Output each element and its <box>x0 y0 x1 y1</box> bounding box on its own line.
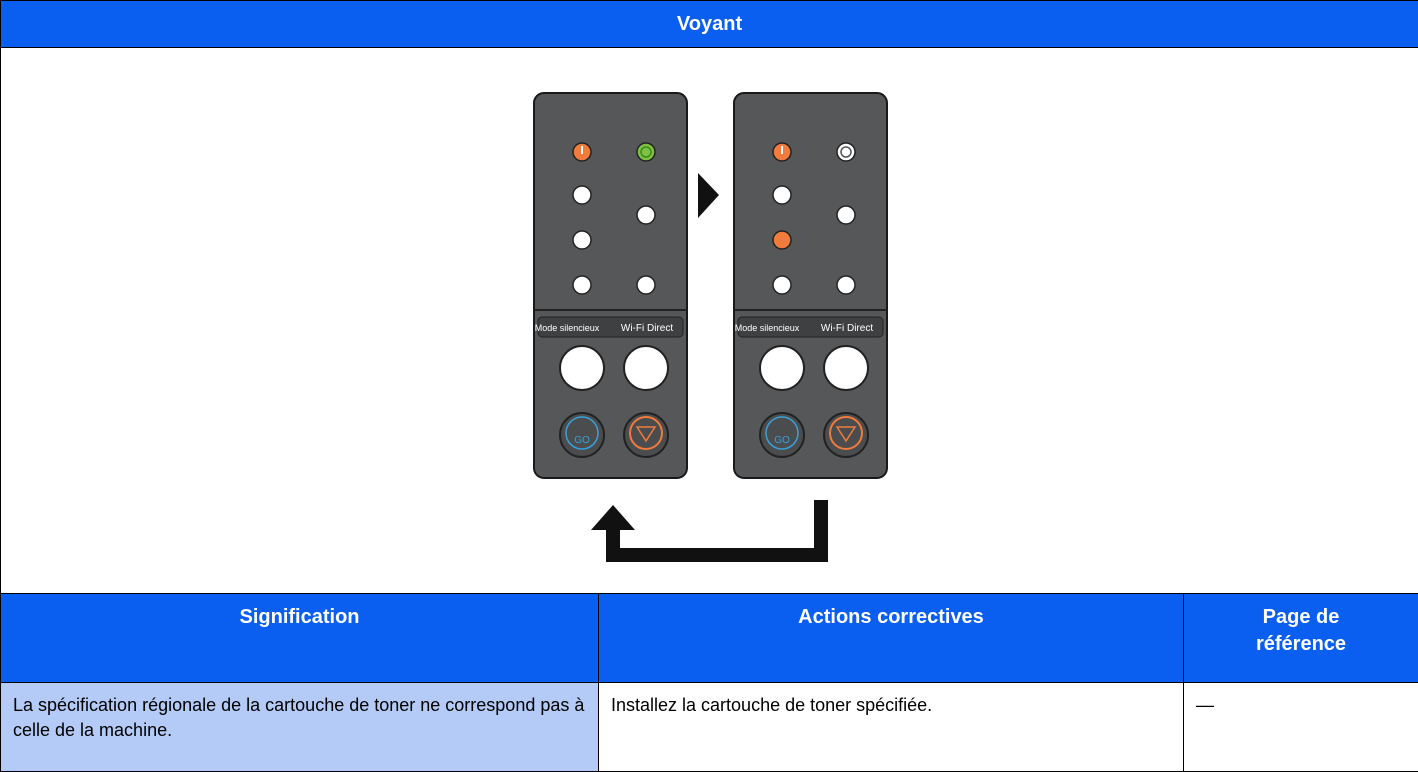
cell: La spécification régionale de la cartouc… <box>1 683 599 772</box>
column-header: Actions correctives <box>599 594 1184 683</box>
indicator-led <box>773 186 791 204</box>
panel-button <box>824 346 868 390</box>
button-label: Mode silencieux <box>535 323 600 333</box>
button-label: Wi-Fi Direct <box>621 323 673 334</box>
led-icon <box>781 146 783 154</box>
loop-arrow-head <box>591 505 635 530</box>
indicator-led <box>573 231 591 249</box>
button-label: Mode silencieux <box>735 323 800 333</box>
panel-illustration: Mode silencieux Wi-Fi Direct GO Mode silenc… <box>1 48 1415 588</box>
indicator-led <box>637 206 655 224</box>
go-label: GO <box>574 435 590 446</box>
panel <box>734 93 887 478</box>
indicator-led <box>637 276 655 294</box>
column-header: Page de référence <box>1184 594 1418 683</box>
indicator-led <box>573 276 591 294</box>
illustration-cell: Mode silencieux Wi-Fi Direct GO Mode silenc… <box>1 48 1418 594</box>
go-label: GO <box>774 435 790 446</box>
cell: Installez la cartouche de toner spécifié… <box>599 683 1184 772</box>
next-arrow <box>698 173 719 218</box>
panel <box>534 93 687 478</box>
loop-arrow <box>613 500 821 555</box>
cell: — <box>1184 683 1418 772</box>
indicator-led <box>573 186 591 204</box>
indicator-led <box>837 143 855 161</box>
indicator-led <box>773 276 791 294</box>
column-header: Signification <box>1 594 599 683</box>
button-label: Wi-Fi Direct <box>821 323 873 334</box>
panel-button <box>624 346 668 390</box>
panel-button <box>760 346 804 390</box>
indicator-led <box>637 143 655 161</box>
indicator-led <box>837 276 855 294</box>
indicator-led <box>837 206 855 224</box>
panel-button <box>560 346 604 390</box>
indicator-led <box>773 231 791 249</box>
header-title: Voyant <box>1 1 1418 48</box>
led-icon <box>581 146 583 154</box>
